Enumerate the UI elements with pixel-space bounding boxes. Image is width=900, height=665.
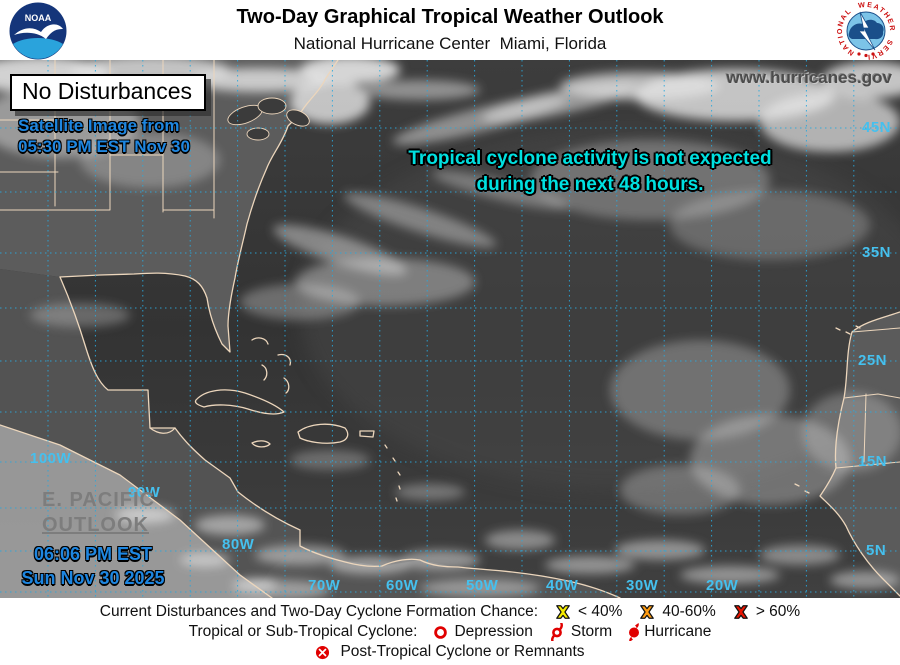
satellite-imagery bbox=[0, 60, 900, 598]
lat-label-35n: 35N bbox=[862, 244, 892, 261]
issued-timestamp: 06:06 PM EST Sun Nov 30 2025 bbox=[8, 542, 178, 590]
lon-label-70w: 70W bbox=[308, 577, 341, 594]
chance-low-x-icon bbox=[556, 605, 570, 619]
page-header: NOAA Two-Day Graphical Tropical Weather … bbox=[0, 0, 900, 62]
outlook-message-line2: during the next 48 hours. bbox=[476, 174, 704, 195]
post-tropical-label: Post-Tropical Cyclone or Remnants bbox=[340, 643, 585, 660]
cuba-coastline bbox=[194, 389, 285, 415]
satellite-caption: Satellite Image from 05:30 PM EST Nov 30 bbox=[18, 115, 190, 157]
cape-verde-islands bbox=[794, 483, 810, 494]
epac-line1[interactable]: E. PACIFIC bbox=[42, 489, 155, 511]
cyclone-type-row: Tropical or Sub-Tropical Cyclone: Depres… bbox=[188, 622, 712, 642]
lon-label-80w: 80W bbox=[222, 536, 255, 553]
hurricane-icon bbox=[629, 623, 640, 641]
page-title: Two-Day Graphical Tropical Weather Outlo… bbox=[236, 6, 664, 28]
africa-coastline bbox=[819, 311, 900, 597]
satellite-caption-line1: Satellite Image from bbox=[18, 116, 180, 135]
outlook-message: Tropical cyclone activity is not expecte… bbox=[290, 146, 890, 198]
us-east-gulf-coastline bbox=[59, 60, 339, 353]
jamaica-coastline bbox=[251, 440, 271, 448]
issued-date: Sun Nov 30 2025 bbox=[21, 568, 165, 588]
latlon-grid bbox=[0, 60, 900, 598]
svg-text:NOAA: NOAA bbox=[25, 13, 52, 23]
post-tropical-icon bbox=[316, 645, 330, 659]
satellite-caption-line2: 05:30 PM EST Nov 30 bbox=[18, 137, 190, 156]
noaa-logo-icon: NOAA bbox=[9, 2, 67, 60]
canary-islands bbox=[835, 325, 861, 335]
epac-line2[interactable]: OUTLOOK bbox=[42, 514, 149, 536]
lon-label-90w: 90W bbox=[128, 484, 161, 501]
satellite-map: 45N 35N 25N 15N 5N 100W 90W 80W 70W 60W … bbox=[0, 60, 900, 598]
mexico-centam-coastline bbox=[59, 276, 301, 531]
south-america-coastline bbox=[299, 529, 621, 598]
outlook-message-line1: Tropical cyclone activity is not expecte… bbox=[408, 148, 772, 169]
status-box: No Disturbances bbox=[10, 74, 207, 111]
storm-label: Storm bbox=[570, 623, 613, 640]
formation-chance-row: Current Disturbances and Two-Day Cyclone… bbox=[100, 602, 800, 622]
us-state-borders bbox=[0, 60, 215, 219]
lon-label-100w: 100W bbox=[30, 450, 72, 467]
hurricane-label: Hurricane bbox=[644, 623, 712, 640]
bahamas-coastline bbox=[251, 337, 292, 394]
lat-label-25n: 25N bbox=[858, 352, 888, 369]
legend-footer: Current Disturbances and Two-Day Cyclone… bbox=[0, 598, 900, 665]
depression-label: Depression bbox=[454, 623, 533, 640]
lat-label-45n: 45N bbox=[862, 119, 892, 136]
cyclone-type-title: Tropical or Sub-Tropical Cyclone: bbox=[188, 623, 418, 640]
issued-time: 06:06 PM EST bbox=[33, 544, 153, 564]
chance-med-label: 40-60% bbox=[662, 603, 716, 620]
lon-label-50w: 50W bbox=[466, 577, 499, 594]
hispaniola-coastline bbox=[297, 423, 349, 444]
formation-chance-title: Current Disturbances and Two-Day Cyclone… bbox=[99, 603, 538, 620]
chance-high-label: > 60% bbox=[755, 603, 801, 620]
chance-med-x-icon bbox=[640, 605, 655, 619]
lon-label-30w: 30W bbox=[626, 577, 659, 594]
epac-outlook-link[interactable]: E. PACIFIC OUTLOOK bbox=[42, 488, 155, 538]
tropical-storm-icon bbox=[550, 623, 563, 641]
lon-label-20w: 20W bbox=[706, 577, 739, 594]
lon-label-60w: 60W bbox=[386, 577, 419, 594]
chance-high-x-icon bbox=[733, 605, 748, 619]
lat-label-15n: 15N bbox=[858, 453, 888, 470]
lat-label-5n: 5N bbox=[866, 542, 887, 559]
website-watermark: www.hurricanes.gov bbox=[726, 68, 892, 87]
page-subtitle: National Hurricane Center Miami, Florida bbox=[293, 34, 607, 53]
africa-borders bbox=[835, 327, 900, 469]
yucatan-honduras-detail bbox=[149, 427, 176, 434]
post-tropical-row: Post-Tropical Cyclone or Remnants bbox=[315, 642, 585, 662]
lon-label-40w: 40W bbox=[546, 577, 579, 594]
lesser-antilles bbox=[384, 444, 401, 502]
puerto-rico-coastline bbox=[359, 430, 375, 438]
chance-low-label: < 40% bbox=[578, 603, 623, 620]
pacific-coastline bbox=[0, 424, 273, 598]
nws-logo-icon: NATIONAL WEATHER SERVICE bbox=[835, 0, 896, 62]
depression-icon bbox=[434, 625, 448, 639]
